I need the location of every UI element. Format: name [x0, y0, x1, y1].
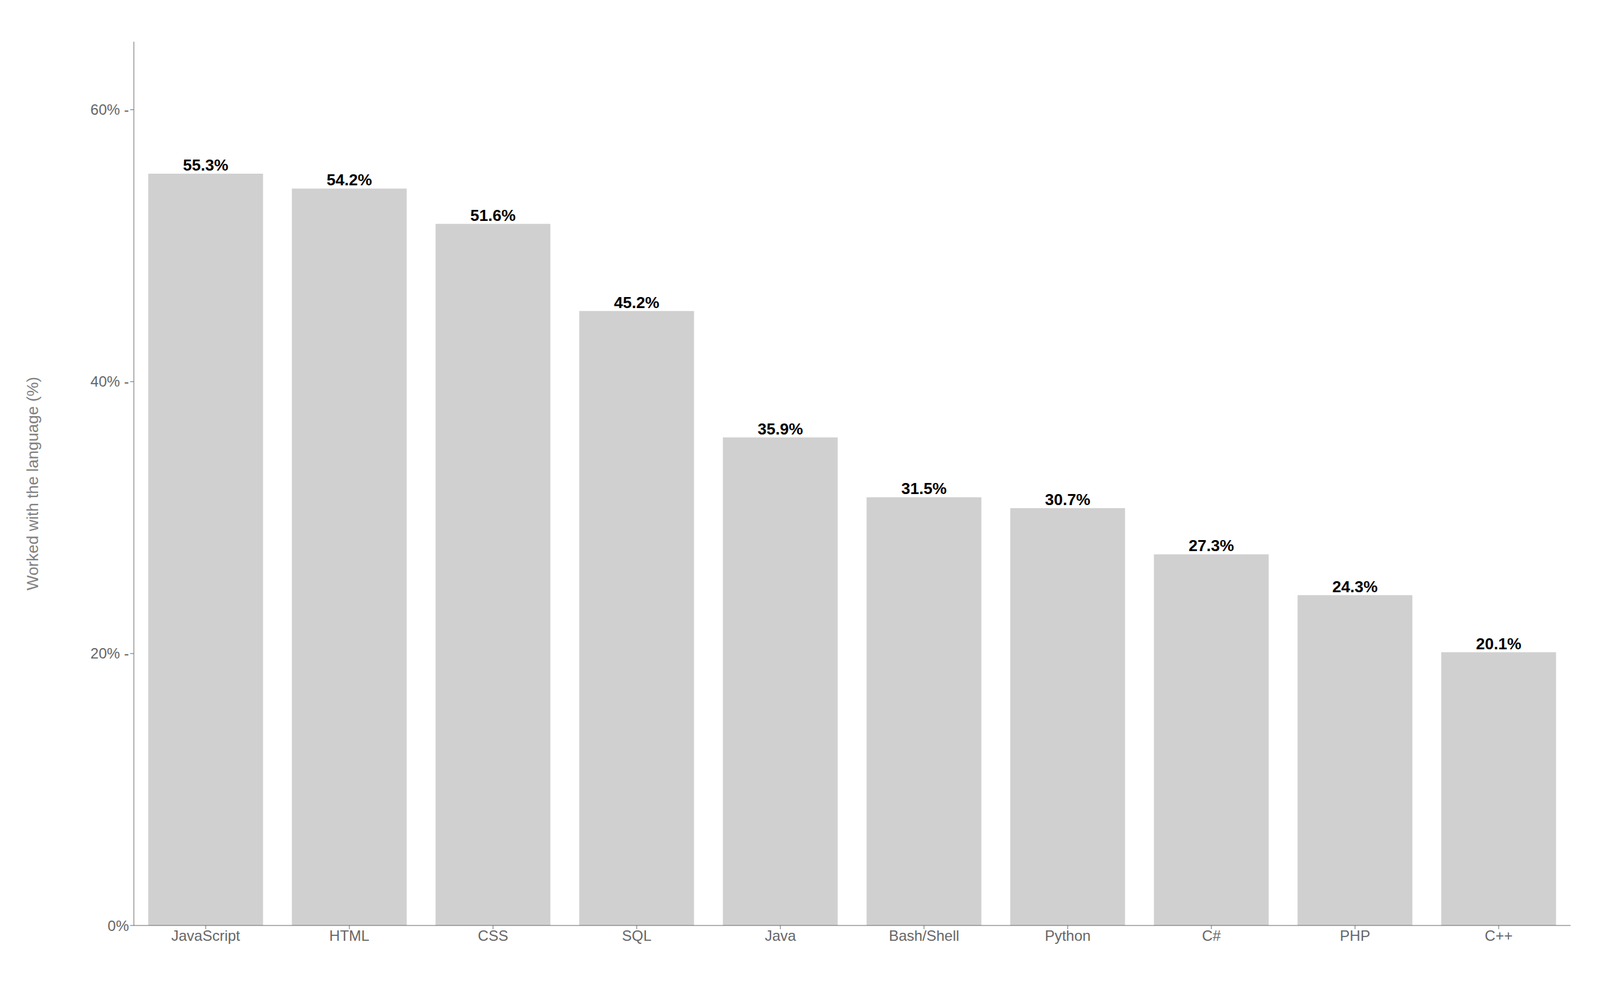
svg-text:54.2%: 54.2%	[326, 170, 373, 190]
svg-text:30.7%: 30.7%	[1044, 490, 1091, 509]
svg-text:CSS: CSS	[477, 927, 508, 945]
svg-text:51.6%: 51.6%	[470, 206, 516, 225]
svg-text:C++: C++	[1484, 927, 1513, 945]
svg-text:Java: Java	[765, 927, 797, 945]
svg-text:Python: Python	[1044, 927, 1092, 945]
svg-text:Bash/Shell: Bash/Shell	[889, 927, 960, 945]
svg-text:40% -: 40% -	[90, 373, 129, 390]
svg-text:20% -: 20% -	[90, 645, 129, 662]
svg-text:0%: 0%	[107, 917, 129, 935]
svg-text:PHP: PHP	[1339, 927, 1370, 945]
svg-text:27.3%: 27.3%	[1188, 536, 1235, 556]
svg-text:Worked with the language (%): Worked with the language (%)	[23, 376, 42, 591]
svg-text:45.2%: 45.2%	[613, 293, 660, 312]
svg-text:JavaScript: JavaScript	[171, 927, 241, 945]
svg-text:C#: C#	[1202, 927, 1222, 945]
svg-text:55.3%: 55.3%	[182, 155, 229, 175]
svg-text:HTML: HTML	[329, 927, 369, 945]
svg-text:SQL: SQL	[621, 927, 652, 945]
svg-text:24.3%: 24.3%	[1332, 577, 1378, 597]
svg-text:35.9%: 35.9%	[757, 419, 804, 439]
svg-text:31.5%: 31.5%	[901, 479, 947, 498]
svg-text:60% -: 60% -	[90, 101, 129, 118]
svg-text:20.1%: 20.1%	[1475, 634, 1522, 654]
